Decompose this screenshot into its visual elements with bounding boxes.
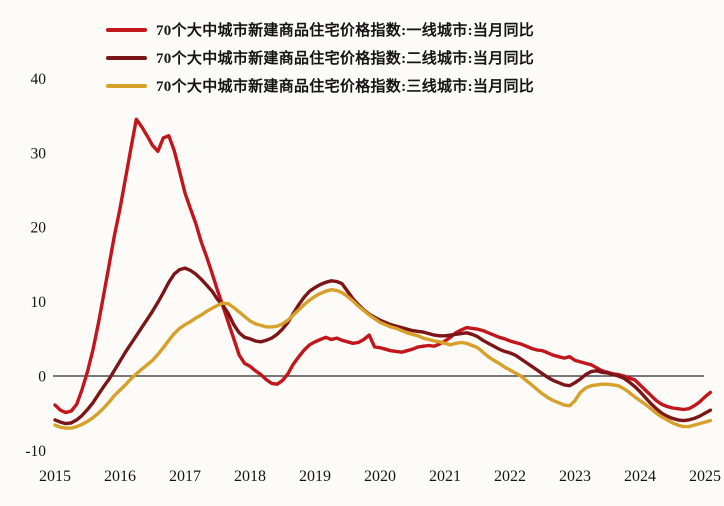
legend-item-tier2: 70个大中城市新建商品住宅价格指数:二线城市:当月同比 <box>106 47 534 68</box>
legend-label-tier1: 70个大中城市新建商品住宅价格指数:一线城市:当月同比 <box>156 23 535 39</box>
x-tick-label: 2024 <box>624 468 656 485</box>
y-tick-label: 40 <box>31 71 47 88</box>
legend-label-tier3: 70个大中城市新建商品住宅价格指数:三线城市:当月同比 <box>156 79 535 95</box>
legend-item-tier3: 70个大中城市新建商品住宅价格指数:三线城市:当月同比 <box>106 75 534 96</box>
legend-label-tier2: 70个大中城市新建商品住宅价格指数:二线城市:当月同比 <box>156 51 535 67</box>
y-tick-label: -10 <box>25 443 46 460</box>
x-tick-label: 2020 <box>364 468 396 485</box>
x-tick-label: 2022 <box>494 468 526 485</box>
y-tick-label: 20 <box>31 220 47 237</box>
x-tick-label: 2019 <box>299 468 331 485</box>
chart-legend: 70个大中城市新建商品住宅价格指数:一线城市:当月同比 70个大中城市新建商品住… <box>106 19 534 96</box>
tier1-line-swatch-icon <box>106 27 147 32</box>
x-tick-label: 2025 <box>689 468 721 485</box>
x-tick-label: 2018 <box>234 468 266 485</box>
x-tick-label: 2023 <box>559 468 591 485</box>
series-line-2 <box>53 266 713 426</box>
tier2-line-swatch-icon <box>106 55 147 60</box>
x-tick-label: 2021 <box>429 468 461 485</box>
y-tick-label: 30 <box>31 145 47 162</box>
x-tick-label: 2015 <box>39 468 71 485</box>
x-tick-label: 2016 <box>104 468 136 485</box>
legend-item-tier1: 70个大中城市新建商品住宅价格指数:一线城市:当月同比 <box>106 19 534 40</box>
series-line-3 <box>53 288 713 430</box>
series-line-1 <box>53 117 713 415</box>
x-tick-label: 2017 <box>169 468 201 485</box>
y-tick-label: 10 <box>31 294 47 311</box>
tier3-line-swatch-icon <box>106 83 147 88</box>
y-tick-label: 0 <box>38 369 46 386</box>
